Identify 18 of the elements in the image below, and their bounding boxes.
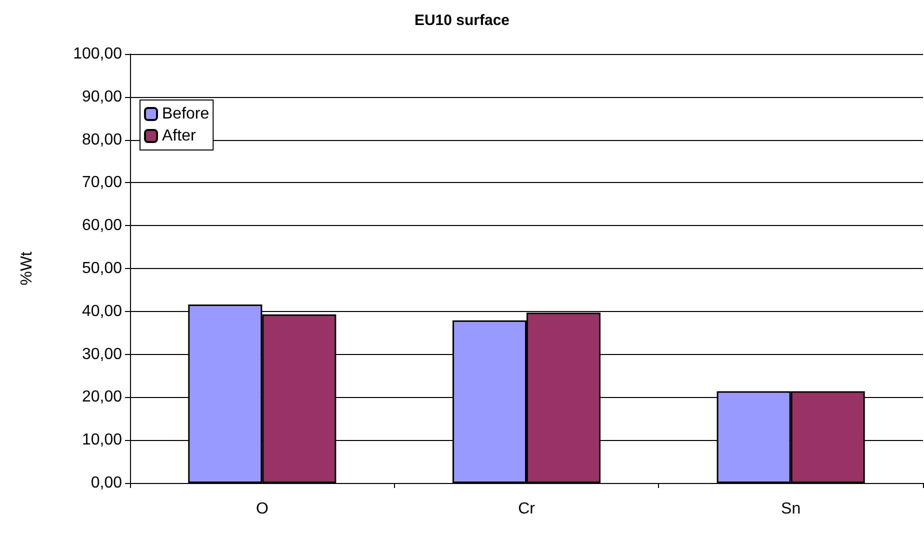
- x-tick-label: Sn: [781, 500, 801, 518]
- y-tick-label: 80,00: [82, 131, 122, 148]
- y-tick-label: 20,00: [82, 388, 122, 406]
- chart-title: EU10 surface: [414, 12, 510, 29]
- y-tick-label: 30,00: [82, 346, 122, 363]
- y-tick-label: 10,00: [82, 432, 122, 449]
- y-tick-label: 40,00: [82, 302, 122, 320]
- y-tick-label: 100,00: [73, 46, 122, 62]
- y-tick-label: 50,00: [82, 260, 122, 277]
- y-tick-label: 60,00: [82, 217, 122, 234]
- y-tick-label: 70,00: [82, 174, 122, 192]
- x-tick-label: O: [256, 500, 268, 518]
- legend-label: After: [162, 128, 196, 144]
- legend-label: Before: [162, 106, 210, 122]
- y-tick-label: 0,00: [90, 474, 122, 492]
- y-tick-label: 90,00: [82, 88, 122, 106]
- y-axis-title: %Wt: [18, 251, 36, 286]
- x-tick-label: Cr: [518, 500, 536, 518]
